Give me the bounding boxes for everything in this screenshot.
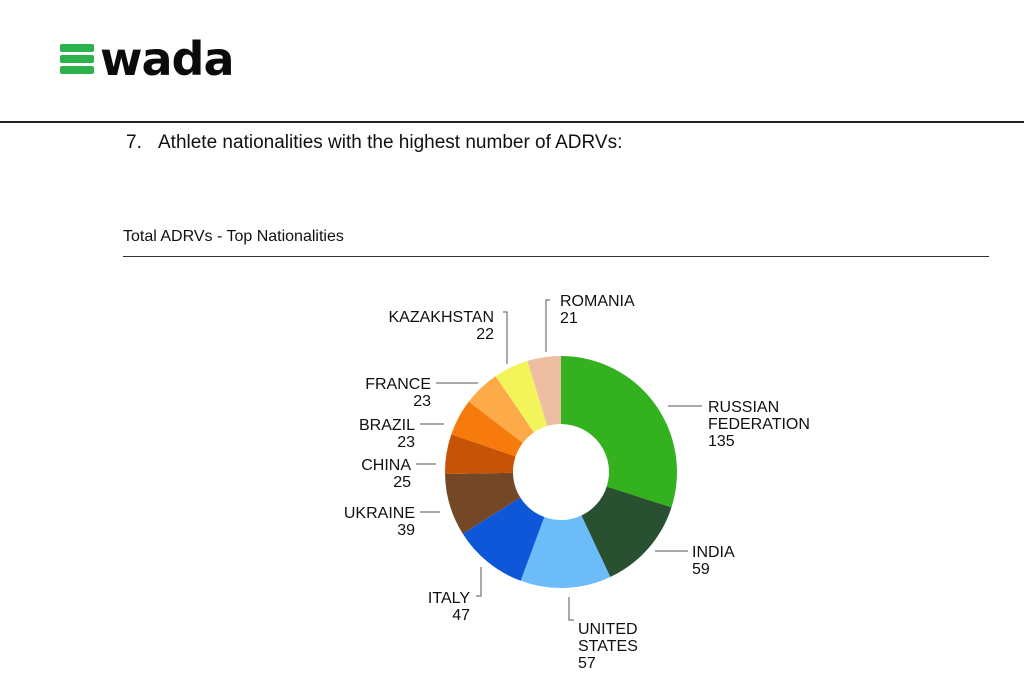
slice-value: 135	[708, 433, 735, 450]
slice-label-text: UKRAINE 39	[344, 505, 415, 539]
donut-slice-united-states	[520, 515, 611, 589]
donut-slice-india	[581, 486, 672, 578]
leader-line	[503, 311, 508, 364]
donut-slice-ukraine	[445, 472, 521, 534]
slice-label-text: KAZAKHSTAN 22	[389, 309, 495, 343]
slice-label-india: INDIA 59	[655, 544, 735, 578]
slice-category: KAZAKHSTAN	[389, 309, 495, 326]
leader-line	[545, 299, 550, 352]
slice-label-ukraine: UKRAINE 39	[344, 505, 440, 539]
donut-slice-russian-federation	[561, 356, 678, 508]
slice-label-text: RUSSIAN FEDERATION 135	[708, 399, 810, 450]
section-number: 7.	[126, 132, 142, 153]
chart-title-divider	[123, 256, 989, 257]
wada-logo-icon	[60, 42, 94, 76]
donut-slice-france	[468, 376, 534, 443]
section-title-text: Athlete nationalities with the highest n…	[158, 132, 623, 153]
slice-category: FRANCE	[365, 376, 431, 393]
slice-category: CHINA	[361, 457, 411, 474]
slice-label-china: CHINA 25	[361, 457, 436, 491]
logo-text: wada	[100, 32, 235, 86]
slice-category: FEDERATION	[708, 416, 810, 433]
donut-slice-kazakhstan	[495, 360, 548, 433]
donut-slice-brazil	[451, 401, 523, 457]
slice-label-kazakhstan: KAZAKHSTAN 22	[389, 309, 508, 364]
slice-value: 25	[393, 474, 411, 491]
slice-value: 21	[560, 310, 578, 327]
section-heading: 7. Athlete nationalities with the highest…	[126, 132, 622, 154]
slice-value: 23	[397, 434, 415, 451]
slice-category: ITALY	[428, 590, 470, 607]
slice-value: 39	[397, 522, 415, 539]
slice-category: STATES	[578, 638, 638, 655]
chart-title: Total ADRVs - Top Nationalities	[123, 228, 344, 245]
leader-line	[568, 597, 574, 621]
slice-label-text: INDIA 59	[692, 544, 735, 578]
slice-label-brazil: BRAZIL 23	[359, 417, 444, 451]
slice-label-text: ITALY 47	[428, 590, 470, 624]
donut-slice-china	[445, 434, 516, 475]
header-divider	[0, 121, 1024, 123]
slice-label-text: CHINA 25	[361, 457, 411, 491]
slice-label-text: ROMANIA 21	[560, 293, 635, 327]
slice-value: 59	[692, 561, 710, 578]
slice-label-italy: ITALY 47	[428, 567, 482, 624]
slice-category: UNITED	[578, 621, 638, 638]
slice-label-france: FRANCE 23	[365, 376, 478, 410]
slice-label-united-states: UNITED STATES 57	[568, 597, 638, 672]
slice-label-text: FRANCE 23	[365, 376, 431, 410]
slice-value: 57	[578, 655, 596, 672]
slice-category: UKRAINE	[344, 505, 415, 522]
slice-value: 47	[452, 607, 470, 624]
slice-label-text: UNITED STATES 57	[578, 621, 638, 672]
slice-value: 23	[413, 393, 431, 410]
slice-category: RUSSIAN	[708, 399, 779, 416]
slice-category: ROMANIA	[560, 293, 635, 310]
slice-label-romania: ROMANIA 21	[545, 293, 635, 352]
slice-category: BRAZIL	[359, 417, 415, 434]
slice-category: INDIA	[692, 544, 735, 561]
leader-line	[476, 567, 482, 597]
slice-label-russian-federation: RUSSIAN FEDERATION 135	[668, 399, 810, 450]
donut-slice-italy	[462, 497, 545, 581]
slice-value: 22	[476, 326, 494, 343]
slice-label-text: BRAZIL 23	[359, 417, 415, 451]
donut-slice-romania	[527, 356, 561, 427]
wada-logo: wada	[60, 32, 235, 86]
